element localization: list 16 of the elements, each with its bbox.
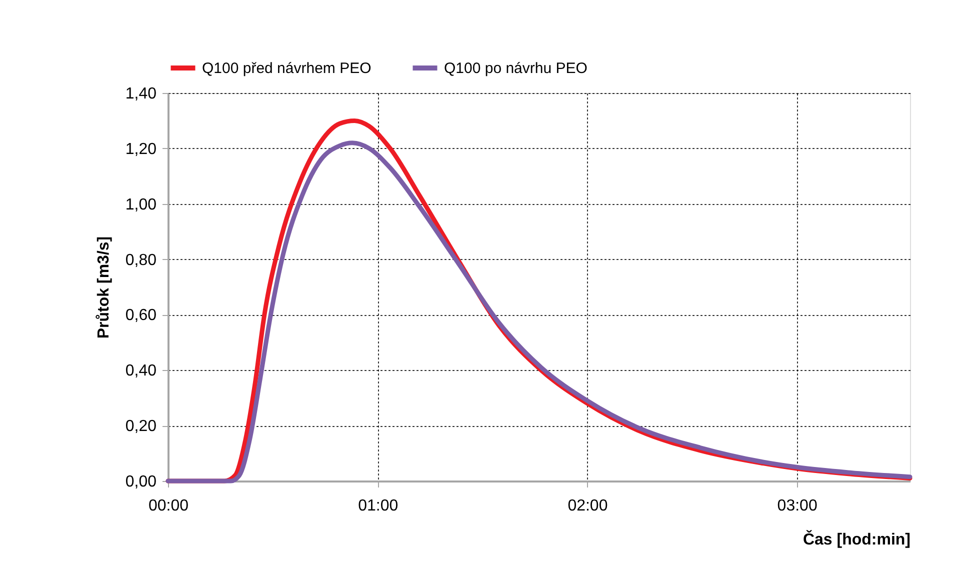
y-tick-label: 0,20 <box>125 418 157 436</box>
y-axis-title: Průtok [m3/s] <box>95 236 112 339</box>
y-tick-label: 0,40 <box>125 362 157 380</box>
y-tick-label: 1,20 <box>125 140 157 158</box>
y-tick-label: 1,00 <box>125 196 157 214</box>
x-tick-label: 03:00 <box>777 498 818 514</box>
y-tick-label: 0,60 <box>125 307 157 324</box>
y-tick-label: 1,40 <box>125 86 157 102</box>
y-tick-label: 0,00 <box>125 474 157 490</box>
y-tick-label: 0,80 <box>125 252 157 269</box>
x-tick-label: 00:00 <box>148 498 189 514</box>
x-axis-title: Čas [hod:min] <box>802 530 910 548</box>
x-tick-label: 01:00 <box>358 498 398 514</box>
legend-label: Q100 po návrhu PEO <box>444 60 588 77</box>
legend-label: Q100 před návrhem PEO <box>202 60 372 77</box>
x-tick-label: 02:00 <box>568 498 608 514</box>
